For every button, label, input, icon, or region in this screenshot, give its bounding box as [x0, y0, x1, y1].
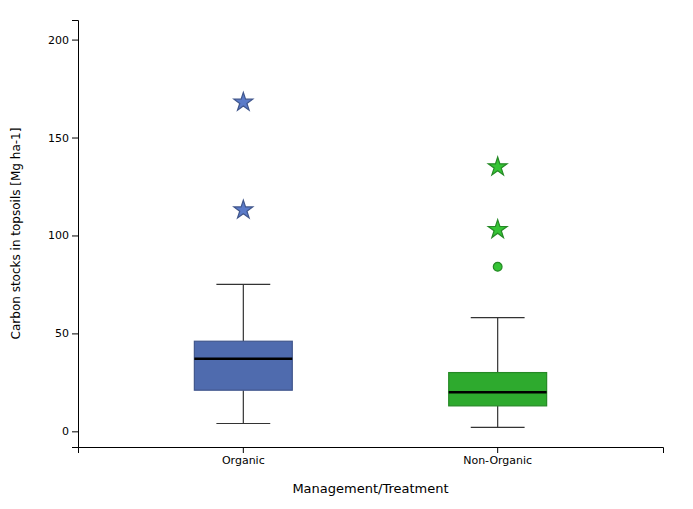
x-tick-mark — [243, 447, 244, 453]
x-tick-label: Organic — [222, 454, 265, 467]
marks — [194, 92, 546, 427]
outlier — [493, 262, 502, 271]
x-axis-title: Management/Treatment — [292, 481, 448, 496]
whisker-high — [243, 284, 244, 341]
whisker-cap-high — [471, 317, 525, 318]
box — [449, 373, 547, 406]
y-axis-title: Carbon stocks in topsoils [Mg ha-1] — [9, 128, 23, 340]
y-tick: 0 — [62, 425, 78, 438]
whisker-cap-low — [471, 427, 525, 428]
chart: 0 50 100 150 200 Organic Non-Organic Management… — [0, 0, 693, 509]
y-tick-mark — [72, 138, 78, 139]
y-tick: 100 — [48, 229, 78, 242]
median — [449, 391, 547, 394]
box-group — [194, 92, 292, 423]
outlier — [488, 157, 507, 175]
y-tick-label: 150 — [48, 132, 69, 145]
y-tick-label: 100 — [48, 229, 69, 242]
whisker-cap-high — [216, 284, 270, 285]
whisker-low — [497, 406, 498, 428]
outlier — [234, 200, 253, 218]
box-group — [449, 157, 547, 427]
y-tick-label: 200 — [48, 34, 69, 47]
whisker-cap-low — [216, 423, 270, 424]
whisker-low — [243, 390, 244, 423]
whisker-high — [497, 318, 498, 373]
y-tick-mark — [72, 333, 78, 334]
x-tick-label: Non-Organic — [463, 454, 532, 467]
y-tick-mark — [72, 431, 78, 432]
y-tick-mark — [72, 40, 78, 41]
y-tick: 50 — [55, 327, 78, 340]
x-axis: Organic Non-Organic — [79, 447, 664, 467]
y-tick-label: 50 — [55, 327, 69, 340]
y-axis-line — [72, 21, 79, 448]
y-tick: 200 — [48, 34, 78, 47]
y-tick: 150 — [48, 132, 78, 145]
plot: 0 50 100 150 200 Organic Non-Organic — [48, 21, 664, 467]
outlier — [234, 92, 253, 110]
outlier — [488, 220, 507, 238]
x-tick: Non-Organic — [463, 447, 532, 467]
x-tick-mark — [497, 447, 498, 453]
y-tick-mark — [72, 235, 78, 236]
x-axis-line — [79, 448, 664, 454]
x-tick: Organic — [222, 447, 265, 467]
y-tick-label: 0 — [62, 425, 69, 438]
median — [194, 358, 292, 361]
y-axis: 0 50 100 150 200 — [48, 21, 79, 448]
box — [194, 341, 292, 390]
